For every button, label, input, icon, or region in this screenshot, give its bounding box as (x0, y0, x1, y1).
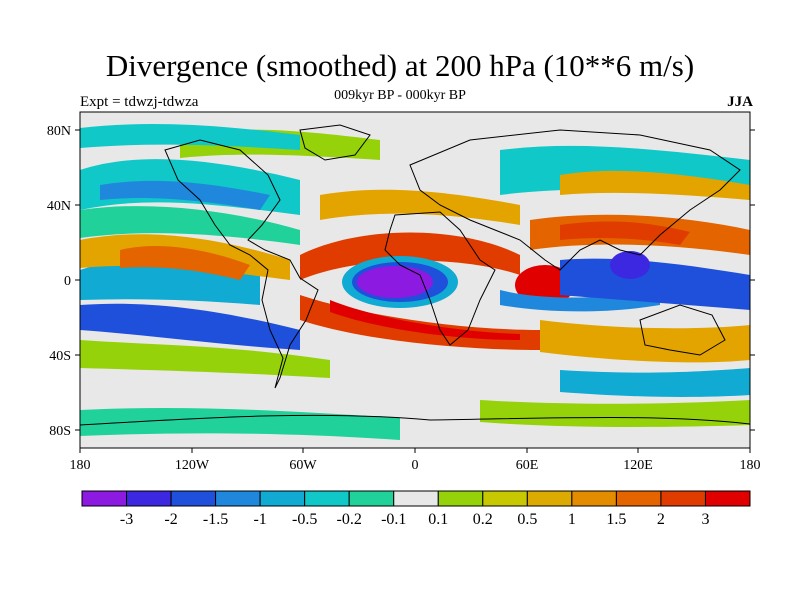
lat-tick-label: 40S (49, 349, 71, 364)
colorbar-label: -1 (253, 511, 266, 528)
lon-tick-label: 60W (289, 458, 317, 473)
colorbar-swatch (259, 490, 306, 507)
colorbar-swatch (215, 490, 261, 507)
lon-tick-label: 180 (70, 458, 91, 473)
colorbar-label: -2 (164, 511, 177, 528)
colorbar-label: -3 (120, 511, 133, 528)
lon-tick-label: 180 (740, 458, 761, 473)
lon-tick-label: 120E (623, 458, 653, 473)
coastline (409, 129, 741, 271)
lat-tick-label: 0 (64, 274, 71, 289)
field-patch (357, 266, 433, 298)
colorbar-swatch (526, 490, 573, 507)
coastline (384, 211, 496, 346)
lat-tick-label: 40N (47, 199, 71, 214)
field-patch (80, 340, 330, 378)
lat-axis: 80N 40N 0 40S 80S (47, 124, 755, 439)
lat-tick-label: 80N (47, 124, 71, 139)
field-patch (330, 300, 520, 340)
field-patch (560, 170, 750, 200)
colorbar-label: 3 (701, 511, 709, 528)
colorbar-label: 1 (568, 511, 576, 528)
divergence-field (80, 124, 750, 440)
field-patch (480, 400, 750, 427)
coastline (80, 414, 750, 426)
colorbar-label: -1.5 (203, 511, 228, 528)
field-patch (610, 251, 650, 279)
coastlines (80, 124, 750, 426)
plot-subtitle: 009kyr BP - 000kyr BP (334, 88, 466, 103)
colorbar-swatch (393, 490, 439, 507)
field-patch (540, 320, 750, 363)
colorbar-swatch (704, 490, 751, 507)
colorbar-label: -0.5 (292, 511, 317, 528)
colorbar-label: 0.1 (428, 511, 448, 528)
lon-tick-label: 120W (175, 458, 210, 473)
colorbar-swatch (81, 490, 128, 507)
colorbar-label: 0.2 (473, 511, 493, 528)
field-patch (80, 303, 300, 350)
field-patch (120, 245, 250, 280)
colorbar-swatch (660, 490, 706, 507)
colorbar-swatch (126, 490, 172, 507)
colorbar-swatch (304, 490, 350, 507)
lat-tick-label: 80S (49, 424, 71, 439)
lon-tick-label: 0 (412, 458, 419, 473)
colorbar-label: -0.2 (337, 511, 362, 528)
coastline (164, 139, 319, 389)
colorbar-swatch (571, 490, 617, 507)
lon-tick-label: 60E (516, 458, 539, 473)
coastline (299, 124, 371, 161)
season-label: JJA (727, 94, 753, 110)
map-panel (79, 111, 751, 449)
field-patch (80, 124, 300, 150)
field-patch (100, 180, 270, 210)
field-patch (560, 258, 750, 310)
field-patch (560, 221, 690, 245)
field-patch (560, 368, 750, 397)
colorbar-label: 2 (657, 511, 665, 528)
colorbar-swatch (348, 490, 395, 507)
lon-axis: 180 120W 60W 0 60E 120E 180 (70, 448, 761, 473)
coastline (639, 304, 726, 356)
colorbar-label: -0.1 (381, 511, 406, 528)
field-patch (80, 206, 300, 245)
colorbar-swatch (170, 490, 217, 507)
field-patch (320, 189, 520, 225)
plot-title: Divergence (smoothed) at 200 hPa (10**6 … (105, 48, 695, 83)
colorbar-swatch (482, 490, 528, 507)
field-patch (300, 232, 520, 280)
experiment-label: Expt = tdwzj-tdwza (80, 94, 199, 110)
field-patch (80, 407, 400, 440)
colorbar-swatch (437, 490, 484, 507)
colorbar-label: 0.5 (517, 511, 537, 528)
colorbar: -3 -2 -1.5 -1 -0.5 -0.2 -0.1 0.1 0.2 0.5 1 1.5 2 3 (81, 490, 751, 528)
colorbar-swatch (615, 490, 662, 507)
colorbar-label: 1.5 (606, 511, 626, 528)
